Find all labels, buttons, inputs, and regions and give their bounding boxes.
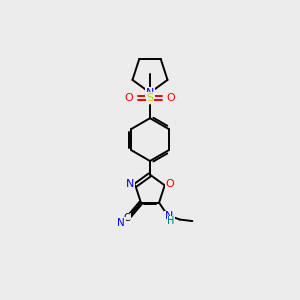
Text: N: N bbox=[165, 211, 173, 221]
Text: O: O bbox=[167, 93, 175, 103]
Text: H: H bbox=[167, 216, 175, 226]
Text: S: S bbox=[146, 93, 154, 103]
Text: C: C bbox=[123, 213, 130, 223]
Text: O: O bbox=[166, 179, 174, 189]
Text: O: O bbox=[125, 93, 134, 103]
Text: N: N bbox=[146, 88, 154, 98]
Text: N: N bbox=[126, 179, 134, 189]
Text: N: N bbox=[117, 218, 125, 227]
